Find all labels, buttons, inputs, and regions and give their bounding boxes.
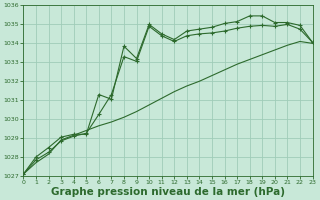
X-axis label: Graphe pression niveau de la mer (hPa): Graphe pression niveau de la mer (hPa) [51, 187, 285, 197]
